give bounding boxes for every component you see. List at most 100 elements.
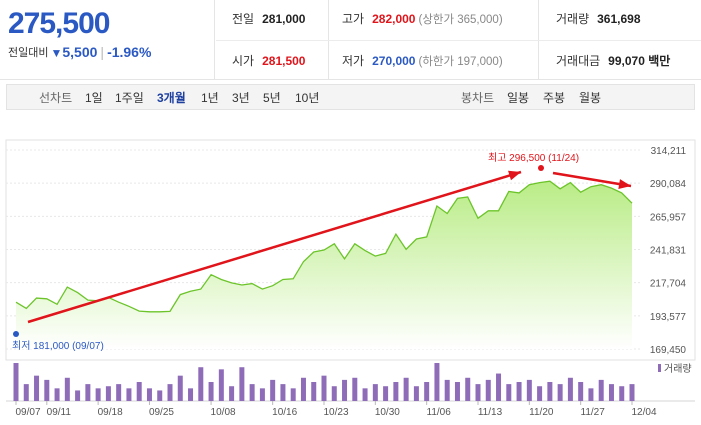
chart-period-tabs: 선차트 1일 1주일 3개월 1년 3년 5년 10년 봉차트 일봉 주봉 월봉 <box>6 84 695 110</box>
y-tick-label: 265,957 <box>650 212 687 223</box>
volume-bar <box>383 386 389 401</box>
x-tick-label: 12/04 <box>631 407 656 418</box>
volume: 거래량 361,698 <box>556 10 641 27</box>
volume-bar <box>444 379 450 401</box>
volume-bar <box>23 384 29 401</box>
volume-bar <box>516 382 522 401</box>
y-tick-label: 314,211 <box>651 146 687 157</box>
down-triangle-icon: ▼ <box>50 46 63 60</box>
x-tick-label: 09/07 <box>15 407 40 418</box>
tab-period-10y[interactable]: 10년 <box>295 91 320 105</box>
x-tick-label: 11/06 <box>427 407 452 418</box>
tab-period-1w[interactable]: 1주일 <box>115 91 144 105</box>
volume-legend-label: 거래량 <box>664 363 692 375</box>
volume-bar <box>64 377 70 401</box>
volume-bar <box>177 375 183 401</box>
y-axis: 314,211 290,084 265,957 241,831 217,704 193,5… <box>650 146 687 356</box>
volume-bar <box>75 390 81 401</box>
trend-arrow-line <box>552 171 632 188</box>
price-chart: 314,211 290,084 265,957 241,831 217,704 193,5… <box>5 139 696 418</box>
volume-bar <box>229 386 235 401</box>
volume-bar <box>588 388 594 401</box>
y-tick-label: 290,084 <box>650 179 687 190</box>
volume-bar <box>331 386 337 401</box>
lower-limit: (하한가 197,000) <box>418 56 503 68</box>
tab-candle-monthly[interactable]: 월봉 <box>579 91 602 105</box>
tab-period-1y[interactable]: 1년 <box>201 91 219 105</box>
trend-arrow-head <box>508 170 521 181</box>
open-value: 281,500 <box>262 54 306 68</box>
x-tick-label: 09/25 <box>149 407 174 418</box>
volume-bar <box>44 379 50 401</box>
volume-bar <box>506 384 512 401</box>
y-tick-label: 241,831 <box>650 245 687 256</box>
divider <box>216 40 701 41</box>
x-tick-label: 11/20 <box>529 407 554 418</box>
volume-bar <box>208 382 214 401</box>
volume-bar <box>34 375 40 401</box>
tab-period-3y[interactable]: 3년 <box>232 91 250 105</box>
x-tick-label: 10/23 <box>323 407 348 418</box>
tab-candle-weekly[interactable]: 주봉 <box>543 91 566 105</box>
volume-bar <box>608 384 614 401</box>
volume-bar <box>526 379 532 401</box>
volume-bar <box>157 390 163 401</box>
volume-bar <box>352 377 358 401</box>
volume-label: 거래량 <box>556 12 590 26</box>
y-tick-label: 169,450 <box>650 345 687 356</box>
tab-period-1d[interactable]: 1일 <box>85 91 103 105</box>
volume-bar <box>321 375 327 401</box>
volume-bar <box>311 382 317 401</box>
volume-bar <box>218 369 224 401</box>
change-separator: | <box>100 44 105 60</box>
price-area <box>16 181 632 349</box>
volume-bar <box>567 377 573 401</box>
volume-bar <box>413 386 419 401</box>
volume-bar <box>85 384 91 401</box>
volume-bar <box>249 384 255 401</box>
amount-value: 99,070 백만 <box>608 54 671 68</box>
tab-period-5y[interactable]: 5년 <box>263 91 281 105</box>
x-tick-label: 09/11 <box>47 407 72 418</box>
y-tick-label: 193,577 <box>650 312 687 323</box>
chart-annotations: 최고 296,500 (11/24) 최저 181,000 (09/07) <box>12 152 579 352</box>
tab-candle-daily[interactable]: 일봉 <box>507 91 530 105</box>
volume-bar <box>95 388 101 401</box>
volume-bar <box>485 379 491 401</box>
volume-bar <box>424 382 430 401</box>
volume-bar <box>290 388 296 401</box>
tab-period-3m[interactable]: 3개월 <box>157 91 186 105</box>
volume-bar <box>167 384 173 401</box>
volume-bar <box>280 384 286 401</box>
x-tick-label: 09/18 <box>98 407 123 418</box>
low-value: 270,000 <box>372 54 416 68</box>
volume-bar <box>342 379 348 401</box>
volume-bar <box>13 363 19 401</box>
trend-arrow-head <box>618 179 631 189</box>
price-stats: 전일 281,000 고가 282,000 (상한가 365,000) 거래량 361,… <box>216 0 701 80</box>
prev-close-label: 전일 <box>232 12 255 26</box>
volume-bar <box>116 384 122 401</box>
change-value: 5,500 <box>62 44 98 60</box>
price-summary: 275,500 전일대비 ▼5,500 | -1.96% <box>0 0 215 80</box>
trade-amount: 거래대금 99,070 백만 <box>556 52 670 69</box>
high-value: 282,000 <box>372 12 416 26</box>
current-price: 275,500 <box>8 7 110 40</box>
volume-bar <box>619 386 625 401</box>
low-annotation: 최저 181,000 (09/07) <box>12 340 104 352</box>
high-price: 고가 282,000 (상한가 365,000) <box>342 10 503 27</box>
volume-bars: 거래량 <box>6 363 695 402</box>
change-label: 전일대비 <box>8 47 49 59</box>
low-price: 저가 270,000 (하한가 197,000) <box>342 52 503 69</box>
prev-close: 전일 281,000 <box>232 10 305 27</box>
volume-bar <box>126 388 132 401</box>
trend-arrows <box>27 170 632 324</box>
volume-bar <box>188 388 194 401</box>
volume-bar <box>578 382 584 401</box>
volume-bar <box>403 377 409 401</box>
low-marker <box>13 331 19 337</box>
trend-arrow-line <box>27 170 522 324</box>
volume-bar <box>454 382 460 401</box>
volume-bar <box>496 373 502 401</box>
volume-bar <box>547 382 553 401</box>
